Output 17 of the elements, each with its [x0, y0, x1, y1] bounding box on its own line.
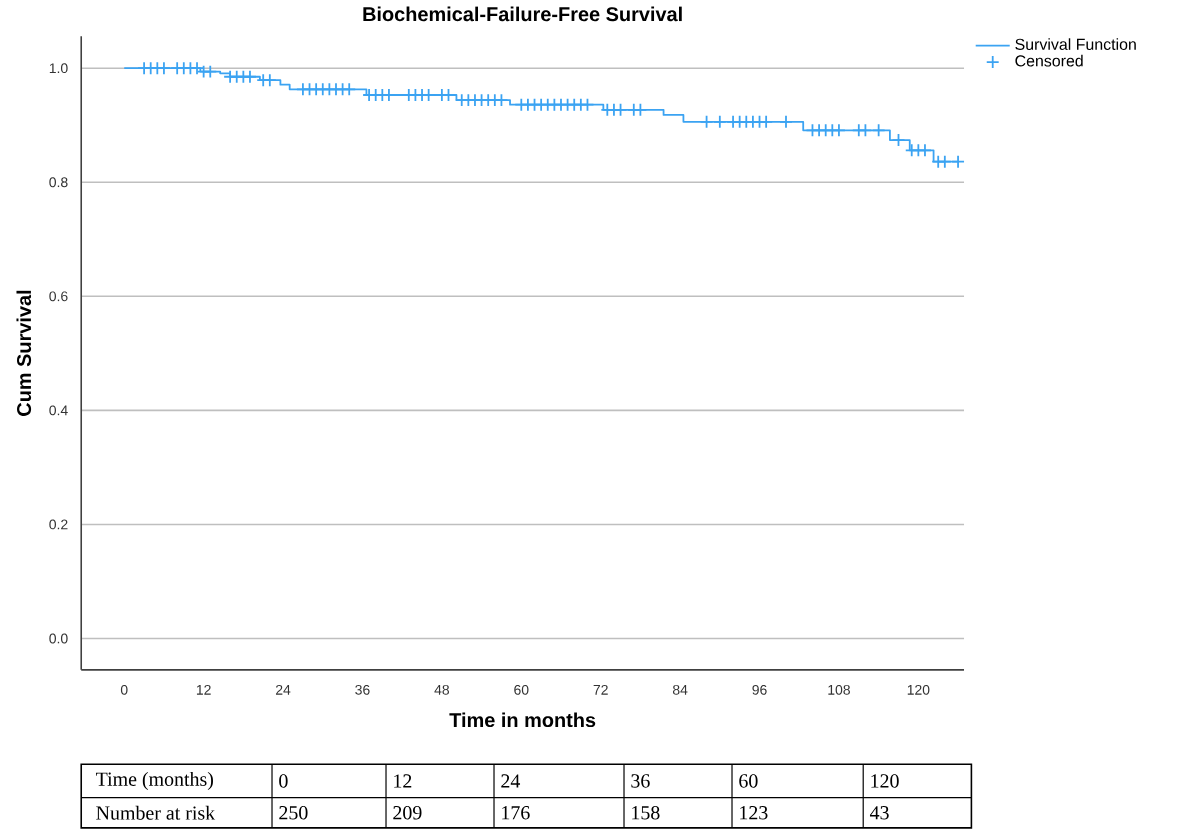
y-axis-title: Cum Survival [16, 290, 32, 416]
chart-title: Biochemical-Failure-Free Survival [363, 6, 682, 22]
text: 123 [740, 805, 768, 820]
text: 176 [502, 805, 530, 820]
text: 43 [869, 805, 889, 820]
x-axis-title: Time in months [449, 712, 596, 727]
text: 24 [501, 774, 521, 788]
text: Time (months) [95, 771, 213, 790]
text: 209 [393, 805, 422, 820]
text: 12 [394, 774, 412, 788]
text: 120 [871, 774, 899, 788]
text: 36 [631, 774, 650, 788]
text: 60 [739, 774, 758, 788]
text: 250 [279, 805, 308, 820]
text: 0 [279, 774, 288, 788]
text: Number at risk [96, 805, 216, 820]
text: 158 [632, 805, 660, 820]
